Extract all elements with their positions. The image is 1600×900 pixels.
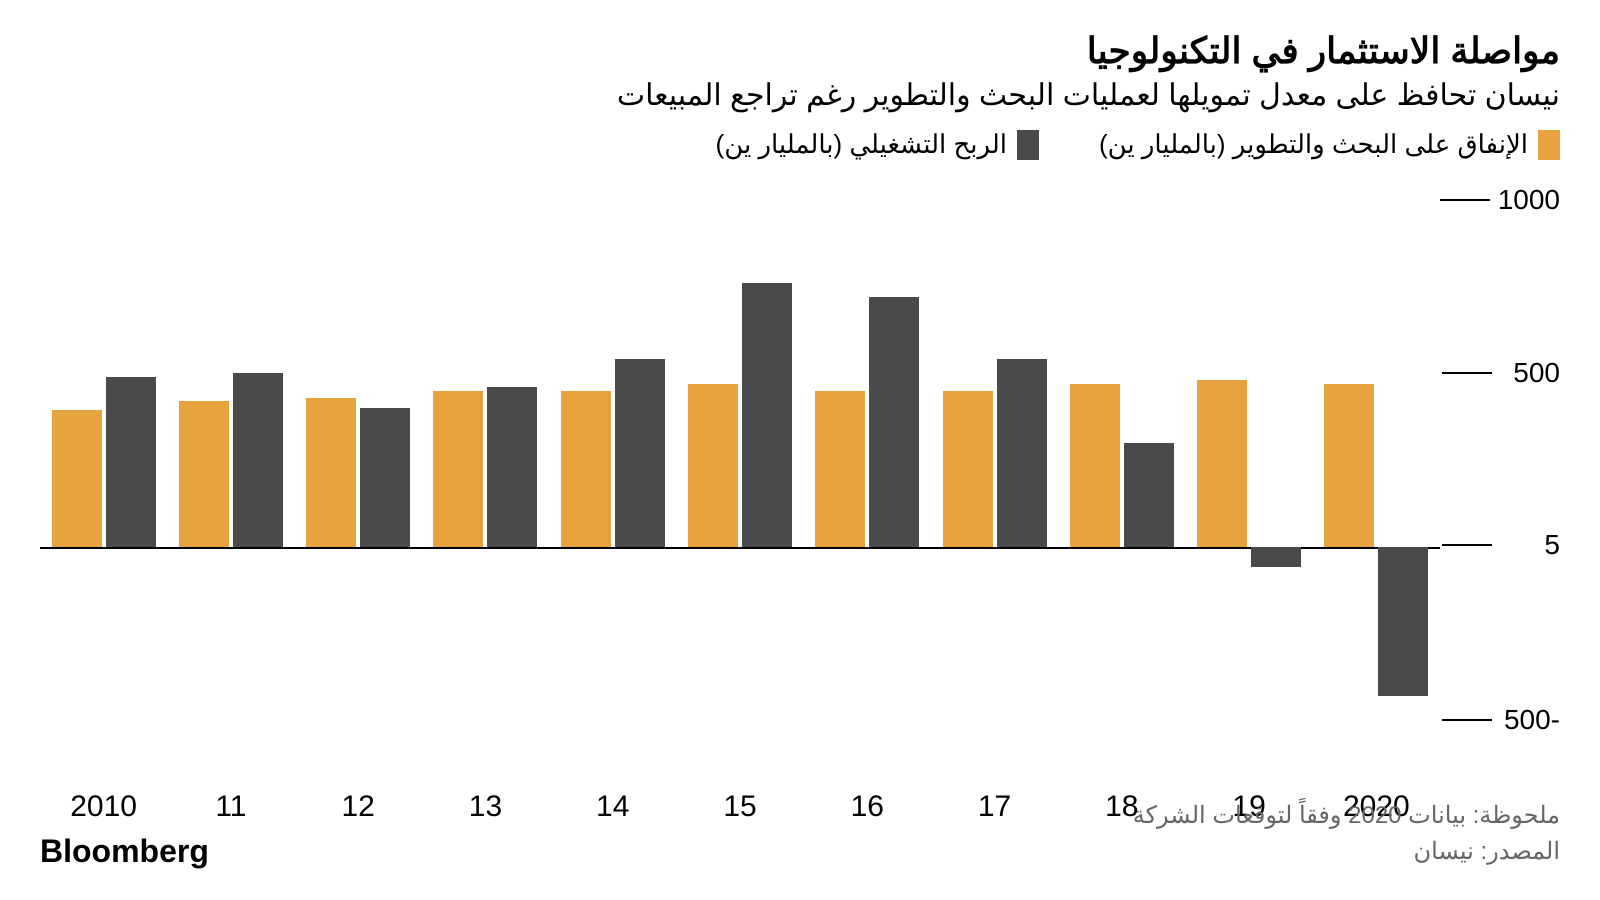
legend: الإنفاق على البحث والتطوير (بالمليار ين)… [40,129,1560,160]
footer-notes: ملحوظة: بيانات 2020 وفقاً لتوقعات الشركة… [1133,798,1560,870]
bar-series2 [106,377,156,547]
bar-series1 [688,384,738,547]
plot-area [40,200,1440,720]
bar-series2 [1378,547,1428,696]
bar-series2 [615,359,665,546]
y-tick-line [1442,372,1492,374]
bar-group [1070,200,1174,720]
y-tick: 500 [1442,357,1560,389]
y-axis: 10005005500- [1460,200,1560,720]
bar-series1 [179,401,229,547]
chart-source: المصدر: نيسان [1133,834,1560,870]
bar-series1 [306,398,356,547]
bar-group [815,200,919,720]
legend-label-1: الإنفاق على البحث والتطوير (بالمليار ين) [1099,129,1528,160]
bar-group [688,200,792,720]
bar-series1 [433,391,483,547]
legend-item-series2: الربح التشغيلي (بالمليار ين) [716,129,1039,160]
bar-series1 [1070,384,1120,547]
bar-series1 [1197,380,1247,546]
bar-group [1324,200,1428,720]
bar-group [561,200,665,720]
bar-series2 [1251,547,1301,568]
chart-note: ملحوظة: بيانات 2020 وفقاً لتوقعات الشركة [1133,798,1560,834]
bar-series1 [1324,384,1374,547]
y-tick: 1000 [1440,184,1560,216]
bar-series2 [487,387,537,546]
bar-series1 [815,391,865,547]
bar-series2 [997,359,1047,546]
legend-label-2: الربح التشغيلي (بالمليار ين) [716,129,1007,160]
bar-group [179,200,283,720]
bar-series2 [742,283,792,546]
bar-group [943,200,1047,720]
legend-swatch-1 [1538,130,1560,160]
bar-series1 [561,391,611,547]
chart-title: مواصلة الاستثمار في التكنولوجيا [40,30,1560,72]
y-tick-line [1442,719,1492,721]
y-tick: 500- [1442,704,1560,736]
y-tick-line [1442,544,1492,546]
y-tick-label: 500- [1500,704,1560,736]
bar-series1 [52,410,102,547]
legend-swatch-2 [1017,130,1039,160]
bar-series1 [943,391,993,547]
bar-group [52,200,156,720]
brand-logo: Bloomberg [40,833,209,870]
bar-group [306,200,410,720]
bar-series2 [1124,443,1174,547]
legend-item-series1: الإنفاق على البحث والتطوير (بالمليار ين) [1099,129,1560,160]
chart-subtitle: نيسان تحافظ على معدل تمويلها لعمليات الب… [40,78,1560,113]
y-tick-label: 500 [1500,357,1560,389]
y-tick-label: 1000 [1498,184,1560,216]
y-tick-line [1440,199,1490,201]
bar-series2 [360,408,410,547]
chart-container: 10005005500- 20101112131415161718192020 [40,200,1560,720]
y-tick: 5 [1442,529,1560,561]
bar-group [433,200,537,720]
y-tick-label: 5 [1500,529,1560,561]
bar-series2 [233,373,283,546]
bar-series2 [869,297,919,547]
bar-group [1197,200,1301,720]
